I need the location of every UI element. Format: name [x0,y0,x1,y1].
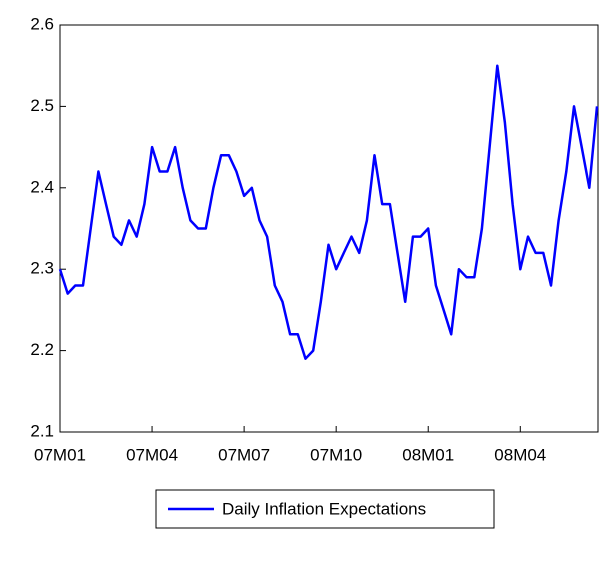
x-tick-label: 08M04 [494,445,546,464]
y-tick-label: 2.5 [30,96,54,115]
y-tick-label: 2.1 [30,421,54,440]
y-tick-label: 2.3 [30,259,54,278]
x-tick-label: 07M04 [126,445,178,464]
y-tick-label: 2.2 [30,340,54,359]
x-tick-label: 07M10 [310,445,362,464]
line-series [58,64,599,360]
x-tick-label: 07M07 [218,445,270,464]
x-tick-label: 07M01 [34,445,86,464]
y-tick-label: 2.6 [30,14,54,33]
y-tick-label: 2.4 [30,177,54,196]
plot-frame [59,24,599,433]
legend-label: Daily Inflation Expectations [222,499,426,518]
x-tick-label: 08M01 [402,445,454,464]
